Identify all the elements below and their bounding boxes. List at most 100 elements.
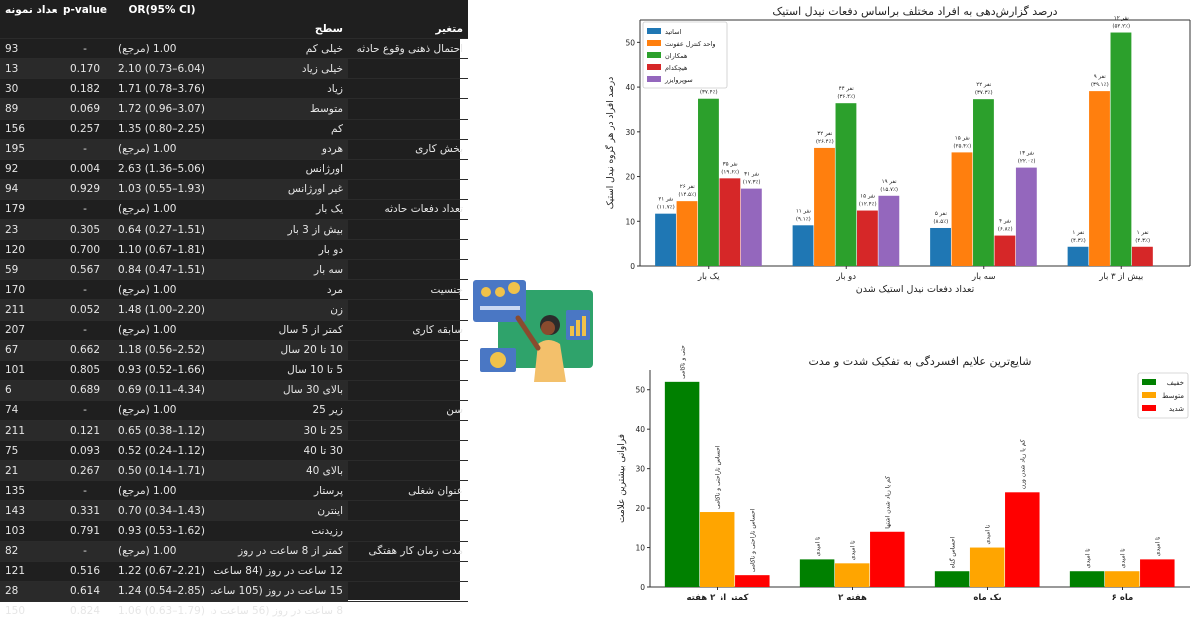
bar (856, 210, 878, 266)
cell-variable (348, 520, 468, 542)
data-label: نا امیدی (1155, 536, 1162, 556)
table-row: 121 0.516 1.22 (0.67–2.21) 12 ساعت در روز (… (0, 560, 468, 582)
y-tick-label: 20 (635, 504, 645, 513)
header-blank-level (211, 0, 348, 20)
table-row: 103 0.791 0.93 (0.53–1.62) رزیدنت (0, 520, 468, 542)
cell-n: 195 (0, 138, 57, 160)
data-label-percent: (۲۶.۴٪) (816, 139, 834, 145)
data-analyst-illustration (473, 280, 593, 382)
table-row: 59 0.567 0.84 (0.47–1.51) سه بار (0, 259, 468, 280)
cell-p: - (57, 138, 113, 160)
data-label: نا امیدی (1084, 548, 1091, 568)
cell-p: - (57, 198, 113, 220)
cell-p: - (57, 399, 113, 421)
cell-or: (مرجع) 1.00 (113, 279, 211, 300)
bar (878, 195, 900, 266)
data-label-count: ۱۵ نفر (955, 135, 970, 141)
cell-n: 207 (0, 319, 57, 341)
table-row: 89 0.069 1.72 (0.96–3.07) متوسط (0, 98, 468, 120)
cell-p: 0.093 (57, 440, 113, 461)
data-label-percent: (۶.۸٪) (998, 227, 1013, 233)
cell-variable (348, 339, 468, 361)
cell-or: (مرجع) 1.00 (113, 319, 211, 341)
chart-title: درصد گزارش‌دهی به افراد مختلف براساس دفع… (772, 5, 1057, 18)
data-label: نا امیدی (850, 540, 857, 560)
illustration-bar-1 (570, 326, 574, 336)
cell-variable: مدت زمان کار هفتگی (348, 540, 468, 562)
bar (655, 213, 676, 266)
illustration-person-head (541, 321, 555, 335)
y-tick-label: 50 (635, 386, 645, 395)
cell-or: 0.50 (0.14–1.71) (113, 460, 211, 481)
table-row: 179- (مرجع) 1.00 یک بار تعداد دفعات حادثه (0, 198, 468, 220)
cell-p: 0.614 (57, 580, 113, 602)
table-row: 93- (مرجع) 1.00 خیلی کم احتمال ذهنی وقوع حا… (0, 38, 468, 59)
table-row: 211 0.121 0.65 (0.38–1.12) 25 تا 30 (0, 419, 468, 441)
legend-swatch (647, 76, 661, 82)
cell-variable (348, 98, 468, 120)
cell-or: 1.22 (0.67–2.21) (113, 560, 211, 582)
cell-level: بالای 30 سال (211, 379, 348, 401)
cell-n: 103 (0, 520, 57, 542)
data-label-percent: (۴.۳٪) (1135, 238, 1150, 244)
cell-n: 82 (0, 540, 57, 562)
cell-level: کمتر از 8 ساعت در روز (211, 540, 348, 562)
header-p-value: p-value (57, 0, 113, 20)
y-tick-label: 0 (640, 583, 645, 592)
cell-level: خیلی کم (211, 38, 348, 59)
data-label-count: ۳۵ نفر (723, 161, 738, 167)
table-row: 74- (مرجع) 1.00 زیر 25 سن (0, 399, 468, 421)
cell-n: 23 (0, 219, 57, 240)
data-label-count: ۱۳ نفر (1019, 151, 1034, 157)
x-tick-label: یک ماه (973, 593, 1001, 600)
cell-variable: سن (348, 399, 468, 421)
data-label-percent: (۲۲.۰٪) (1018, 159, 1036, 165)
cell-level: زن (211, 299, 348, 320)
cell-n: 143 (0, 500, 57, 521)
cell-p: 0.052 (57, 299, 113, 320)
cell-or: 0.65 (0.38–1.12) (113, 419, 211, 441)
cell-n: 89 (0, 98, 57, 120)
table-row: 75 0.093 0.52 (0.24–1.12) 30 تا 40 (0, 440, 468, 461)
data-label-count: ۲۲ نفر (976, 82, 991, 88)
x-tick-label: یک بار (697, 272, 720, 282)
table-row: 13 0.170 2.10 (0.73–6.04) خیلی زیاد (0, 58, 468, 79)
header-blank-p (57, 19, 113, 39)
table-row: 195- (مرجع) 1.00 هردو بخش کاری (0, 138, 468, 160)
legend-swatch (647, 64, 661, 70)
bar (930, 227, 951, 266)
cell-level: رزیدنت (211, 520, 348, 542)
data-label-count: ۱۱ نفر (796, 208, 811, 214)
data-label-percent: (۳۹.۱٪) (1091, 82, 1109, 88)
legend-label: متوسط (1162, 392, 1184, 400)
bar (1140, 559, 1175, 587)
legend-label: شدید (1169, 405, 1184, 413)
header-blank-n (0, 19, 57, 39)
legend-box (642, 21, 728, 89)
data-label-count: ۲۶ نفر (680, 184, 695, 190)
data-label: احساس ناراحتی و ناکامی (715, 445, 722, 509)
cell-n: 135 (0, 480, 57, 501)
data-label-count: ۱۲ نفر (1114, 16, 1129, 22)
header-variable: متغیر (348, 19, 468, 39)
cell-variable (348, 58, 468, 79)
illustration-dot-icon (481, 287, 491, 297)
data-label-percent: (۴.۳٪) (1071, 238, 1086, 244)
x-axis-label: تعداد دفعات نیدل استیک شدن (856, 284, 975, 295)
bar (699, 512, 735, 587)
y-tick-label: 0 (630, 262, 635, 271)
table-row: 23 0.305 0.64 (0.27–1.51) بیش از 3 بار (0, 219, 468, 240)
bar (740, 188, 762, 266)
cell-n: 93 (0, 38, 57, 59)
cell-level: بالای 40 (211, 460, 348, 481)
data-label: احساس گناه (948, 536, 956, 568)
cell-or: 0.93 (0.52–1.66) (113, 359, 211, 381)
cell-n: 21 (0, 460, 57, 481)
table-row: 30 0.182 1.71 (0.78–3.76) زیاد (0, 78, 468, 99)
data-label-percent: (۱۱.۷٪) (657, 205, 675, 211)
bar (1089, 91, 1110, 266)
cell-variable (348, 178, 468, 200)
cell-or: 1.10 (0.67–1.81) (113, 239, 211, 260)
bar (792, 225, 814, 266)
cell-level: سه بار (211, 259, 348, 280)
